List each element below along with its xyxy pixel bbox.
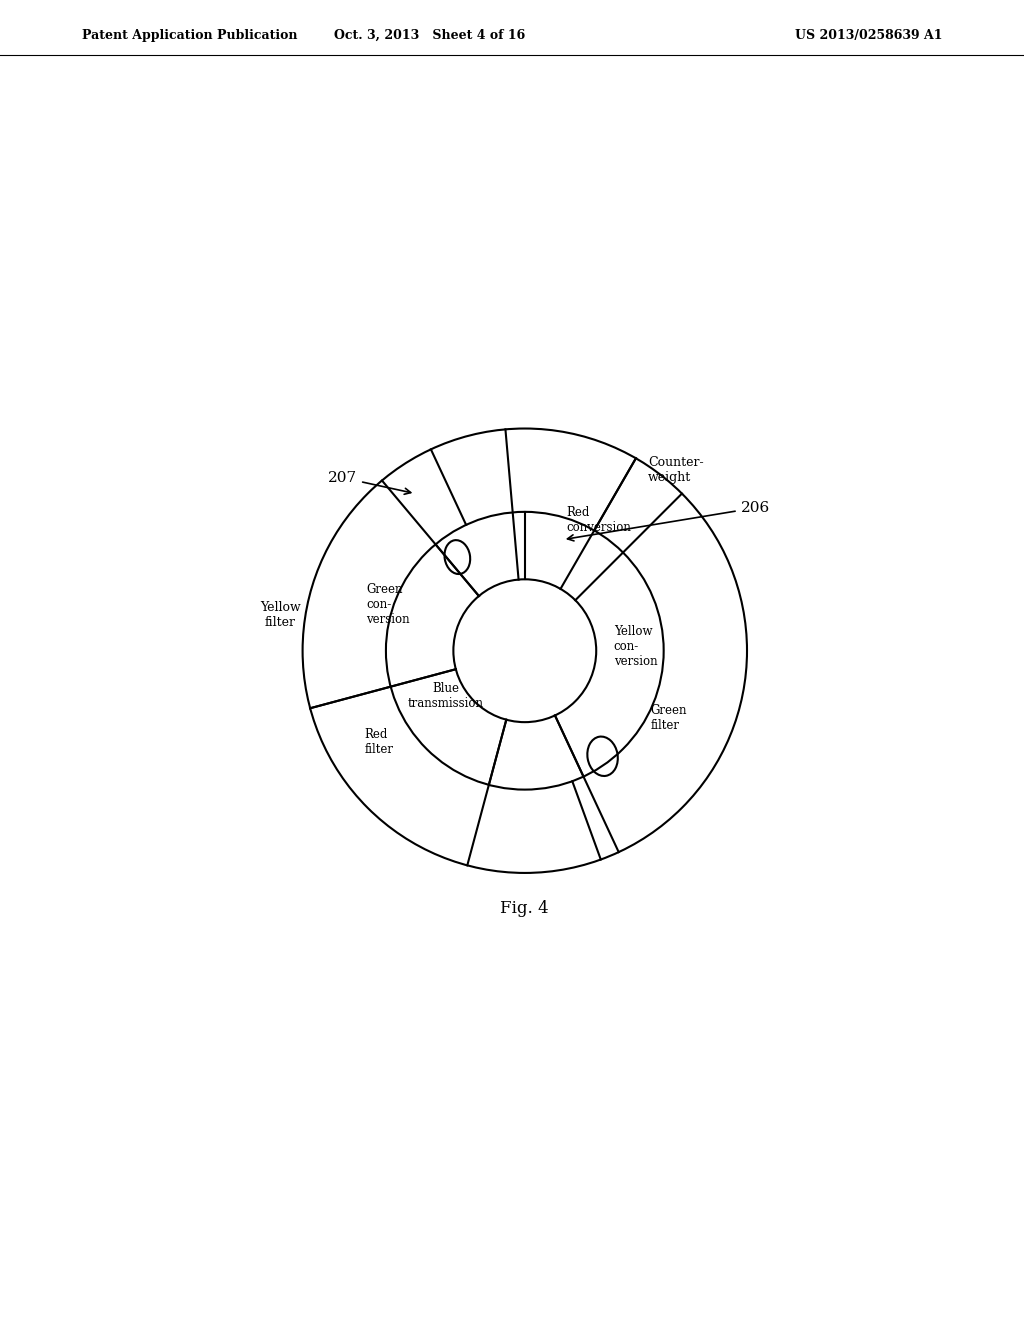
- Text: US 2013/0258639 A1: US 2013/0258639 A1: [795, 29, 942, 42]
- Text: Blue
transmission: Blue transmission: [408, 682, 483, 710]
- Text: Green
con-
version: Green con- version: [367, 583, 410, 626]
- Text: Yellow
con-
version: Yellow con- version: [613, 626, 657, 668]
- Text: Fig. 4: Fig. 4: [501, 900, 549, 917]
- Text: Red
filter: Red filter: [365, 729, 393, 756]
- Text: Green
filter: Green filter: [650, 704, 687, 733]
- Text: Counter-
weight: Counter- weight: [648, 455, 703, 484]
- Text: Patent Application Publication: Patent Application Publication: [82, 29, 297, 42]
- Text: Oct. 3, 2013   Sheet 4 of 16: Oct. 3, 2013 Sheet 4 of 16: [335, 29, 525, 42]
- Text: 206: 206: [567, 500, 770, 541]
- Text: Red
conversion: Red conversion: [566, 506, 631, 533]
- Text: Yellow
filter: Yellow filter: [260, 601, 301, 630]
- Text: 207: 207: [328, 471, 411, 494]
